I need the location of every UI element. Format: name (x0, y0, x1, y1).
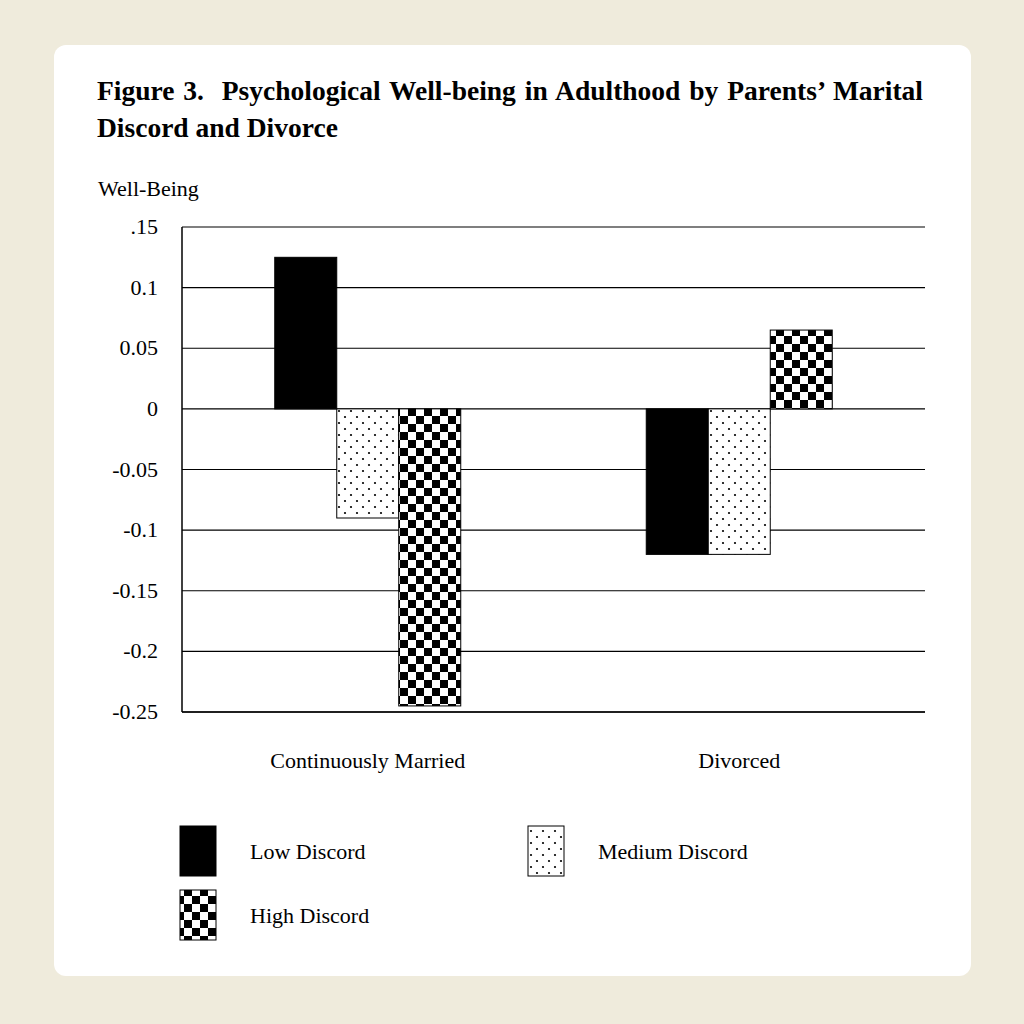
tick-label: -0.05 (112, 457, 158, 482)
tick-label: .15 (131, 214, 159, 239)
bar (770, 330, 832, 409)
legend-label: High Discord (250, 903, 369, 928)
y-axis-label: Well-Being (98, 176, 199, 201)
panel (54, 45, 971, 976)
grid-line (182, 711, 925, 712)
category-label: Divorced (698, 748, 780, 773)
legend-label: Low Discord (250, 839, 365, 864)
grid-line (182, 226, 925, 227)
bar (399, 409, 461, 706)
grid-line (182, 590, 925, 591)
legend-swatch (180, 890, 216, 940)
page: Well-Being .15 0.1 0.05 0 -0.05 -0.1 -0.15 -0.2 -… (0, 0, 1024, 1024)
grid-line (182, 651, 925, 652)
bar (708, 409, 770, 555)
bars (275, 257, 833, 706)
tick-label: -0.25 (112, 699, 158, 724)
legend-label: Medium Discord (598, 839, 748, 864)
grid-line (182, 469, 925, 470)
bar (646, 409, 708, 555)
background (0, 0, 1024, 1024)
tick-label: -0.2 (123, 638, 158, 663)
bar (275, 257, 337, 409)
tick-label: 0.05 (120, 335, 159, 360)
grid-line (182, 530, 925, 531)
tick-label: 0.1 (131, 275, 159, 300)
tick-label: -0.15 (112, 578, 158, 603)
legend-swatch (180, 826, 216, 876)
bar (337, 409, 399, 518)
tick-label: -0.1 (123, 517, 158, 542)
title: Figure 3. Psychological Well-being in Ad… (97, 72, 923, 146)
tick-label: 0 (147, 396, 158, 421)
x-axis (182, 711, 925, 713)
legend-swatch (528, 826, 564, 876)
y-axis (181, 227, 183, 712)
chart: Well-Being .15 0.1 0.05 0 -0.05 -0.1 -0.15 -0.2 -… (0, 0, 1024, 1024)
category-label: Continuously Married (270, 748, 465, 773)
